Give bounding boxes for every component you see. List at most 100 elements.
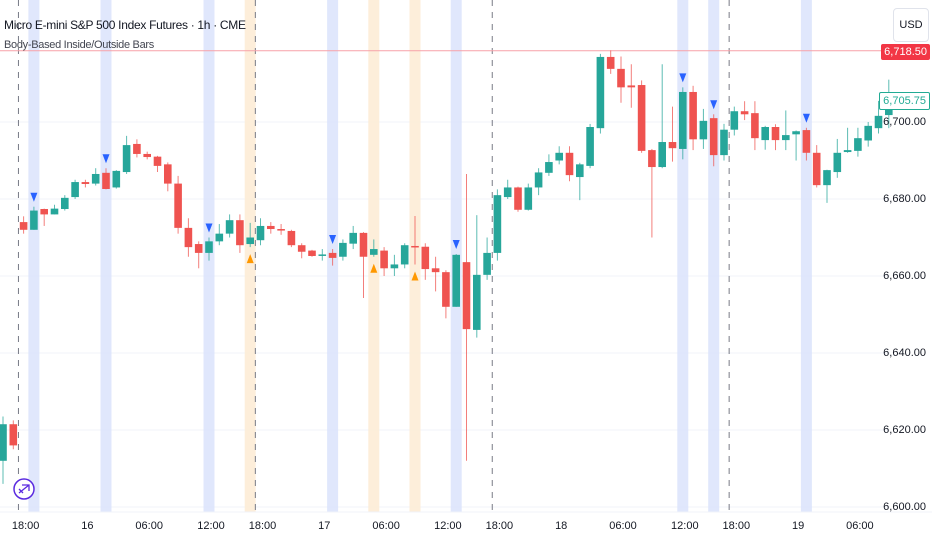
- candle-down: [328, 252, 337, 258]
- candle-up: [349, 232, 357, 244]
- candle-down: [668, 142, 677, 149]
- candle-up: [71, 182, 79, 198]
- candle-down: [308, 250, 316, 256]
- candle-up: [843, 150, 852, 153]
- candle-up: [452, 254, 460, 307]
- time-tick: 06:00: [846, 520, 874, 532]
- candle-up: [792, 131, 800, 135]
- price-tick: 6,680.00: [883, 193, 926, 205]
- candle-up: [30, 210, 38, 230]
- inside-bar-marker-icon: [102, 154, 110, 164]
- time-tick: 19: [791, 520, 805, 532]
- candle-down: [627, 85, 636, 88]
- candle-up: [112, 170, 121, 188]
- currency-button[interactable]: USD: [893, 8, 929, 42]
- candle-up: [50, 208, 59, 215]
- candle-down: [648, 150, 656, 168]
- candle-down: [40, 209, 48, 215]
- candle-up: [225, 220, 234, 234]
- candle-down: [174, 183, 182, 228]
- candle-down: [740, 111, 749, 115]
- event-arrow-icon: [18, 484, 30, 494]
- candle-down: [462, 262, 471, 330]
- blue-signal-band: [28, 0, 40, 512]
- time-tick: 18: [555, 520, 568, 532]
- time-tick: 12:00: [671, 520, 699, 532]
- price-tick: 6,660.00: [883, 270, 926, 282]
- candle-down: [565, 152, 574, 176]
- candle-down: [771, 127, 780, 141]
- inside-bar-marker-icon: [802, 113, 810, 123]
- candle-down: [380, 250, 388, 269]
- candle-down: [751, 113, 759, 139]
- candle-down: [431, 268, 440, 273]
- candle-down: [102, 172, 110, 189]
- line-price-label: 6,718.50: [881, 44, 930, 60]
- candle-up: [586, 127, 594, 166]
- candle-down: [709, 118, 718, 156]
- price-tick: 6,700.00: [883, 116, 926, 128]
- candle-up: [534, 172, 543, 188]
- price-tick: 6,620.00: [883, 424, 926, 436]
- candle-up: [658, 142, 666, 168]
- candle-up: [483, 252, 491, 275]
- inside-bar-marker-icon: [452, 240, 460, 250]
- time-tick: 12:00: [434, 520, 462, 532]
- candle-down: [277, 229, 285, 231]
- time-tick: 18:00: [722, 520, 751, 532]
- price-tick: 6,640.00: [883, 347, 926, 359]
- candle-down: [133, 143, 141, 154]
- candle-up: [576, 164, 584, 178]
- blue-signal-band: [677, 0, 689, 512]
- candle-down: [287, 230, 296, 246]
- candle-down: [514, 187, 522, 210]
- time-tick: 18:00: [485, 520, 514, 532]
- candle-down: [812, 152, 821, 186]
- candle-up: [370, 249, 378, 255]
- candle-up: [782, 135, 790, 141]
- outside-bar-marker-icon: [370, 263, 378, 273]
- time-tick: 18:00: [11, 520, 40, 532]
- time-tick: 17: [318, 520, 331, 532]
- indicator-label[interactable]: Body-Based Inside/Outside Bars: [4, 39, 154, 51]
- candle-down: [153, 156, 162, 166]
- time-tick: 18:00: [248, 520, 277, 532]
- inside-bar-marker-icon: [205, 223, 213, 233]
- symbol-title[interactable]: Micro E-mini S&P 500 Index Futures · 1h …: [4, 18, 246, 32]
- candle-up: [720, 129, 728, 156]
- candle-down: [411, 245, 419, 248]
- candle-up: [823, 170, 831, 186]
- candle-down: [689, 91, 697, 140]
- inside-bar-marker-icon: [30, 192, 38, 202]
- candle-down: [359, 232, 368, 257]
- candle-up: [61, 197, 69, 210]
- blue-signal-band: [100, 0, 112, 512]
- candle-down: [194, 244, 203, 253]
- time-tick: 12:00: [197, 520, 225, 532]
- candle-down: [19, 222, 28, 230]
- candle-up: [205, 241, 213, 253]
- inside-bar-marker-icon: [329, 235, 337, 245]
- inside-bar-marker-icon: [679, 73, 687, 83]
- candle-down: [236, 220, 244, 246]
- candle-up: [864, 125, 872, 141]
- candle-down: [297, 245, 306, 252]
- candle-down: [184, 227, 193, 248]
- candle-down: [9, 424, 18, 446]
- candle-up: [854, 138, 862, 151]
- candle-up: [503, 187, 512, 198]
- candle-up: [493, 195, 502, 253]
- time-tick: 06:00: [372, 520, 400, 532]
- time-tick: 06:00: [135, 520, 163, 532]
- inside-bar-marker-icon: [710, 100, 718, 110]
- candle-down: [802, 130, 811, 153]
- candle-up: [545, 162, 553, 173]
- price-tick: 6,600.00: [883, 501, 926, 513]
- candle-up: [91, 173, 100, 184]
- time-tick: 16: [81, 520, 94, 532]
- time-tick: 06:00: [609, 520, 637, 532]
- candle-up: [339, 242, 347, 257]
- candle-down: [617, 68, 625, 88]
- candle-down: [442, 272, 450, 307]
